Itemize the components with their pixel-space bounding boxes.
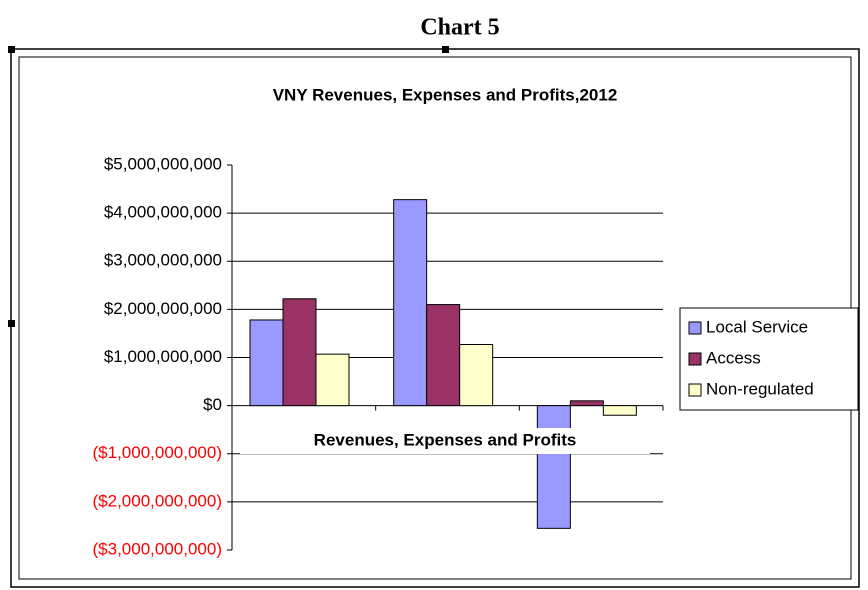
y-tick-label: $4,000,000,000 <box>104 203 222 222</box>
legend-swatch <box>688 321 702 335</box>
bar <box>602 405 637 416</box>
y-tick-label: $3,000,000,000 <box>104 251 222 270</box>
y-tick-label: ($2,000,000,000) <box>93 491 223 510</box>
handle <box>442 46 449 53</box>
x-axis-label: Revenues, Expenses and Profits <box>314 430 577 449</box>
x-label-bg <box>240 428 650 454</box>
y-tick-label: $5,000,000,000 <box>104 154 222 173</box>
legend-swatch <box>688 352 702 366</box>
bar <box>393 199 428 407</box>
legend-label: Access <box>706 348 761 367</box>
bar <box>459 344 494 407</box>
handle <box>8 320 15 327</box>
bar <box>426 304 461 407</box>
legend-label: Local Service <box>706 317 808 336</box>
handle <box>8 46 15 53</box>
legend <box>679 307 859 411</box>
bar <box>282 298 317 407</box>
chart-title: VNY Revenues, Expenses and Profits,2012 <box>273 85 618 104</box>
legend-swatch <box>688 383 702 397</box>
bar <box>315 353 350 407</box>
y-tick-label: ($1,000,000,000) <box>93 443 223 462</box>
y-tick-label: $0 <box>203 395 222 414</box>
bar <box>569 400 604 407</box>
y-tick-label: ($3,000,000,000) <box>93 539 223 558</box>
y-tick-label: $2,000,000,000 <box>104 299 222 318</box>
page-title: Chart 5 <box>420 15 499 41</box>
bar <box>249 319 284 407</box>
legend-label: Non-regulated <box>706 379 814 398</box>
y-tick-label: $1,000,000,000 <box>104 347 222 366</box>
bar <box>536 405 571 529</box>
